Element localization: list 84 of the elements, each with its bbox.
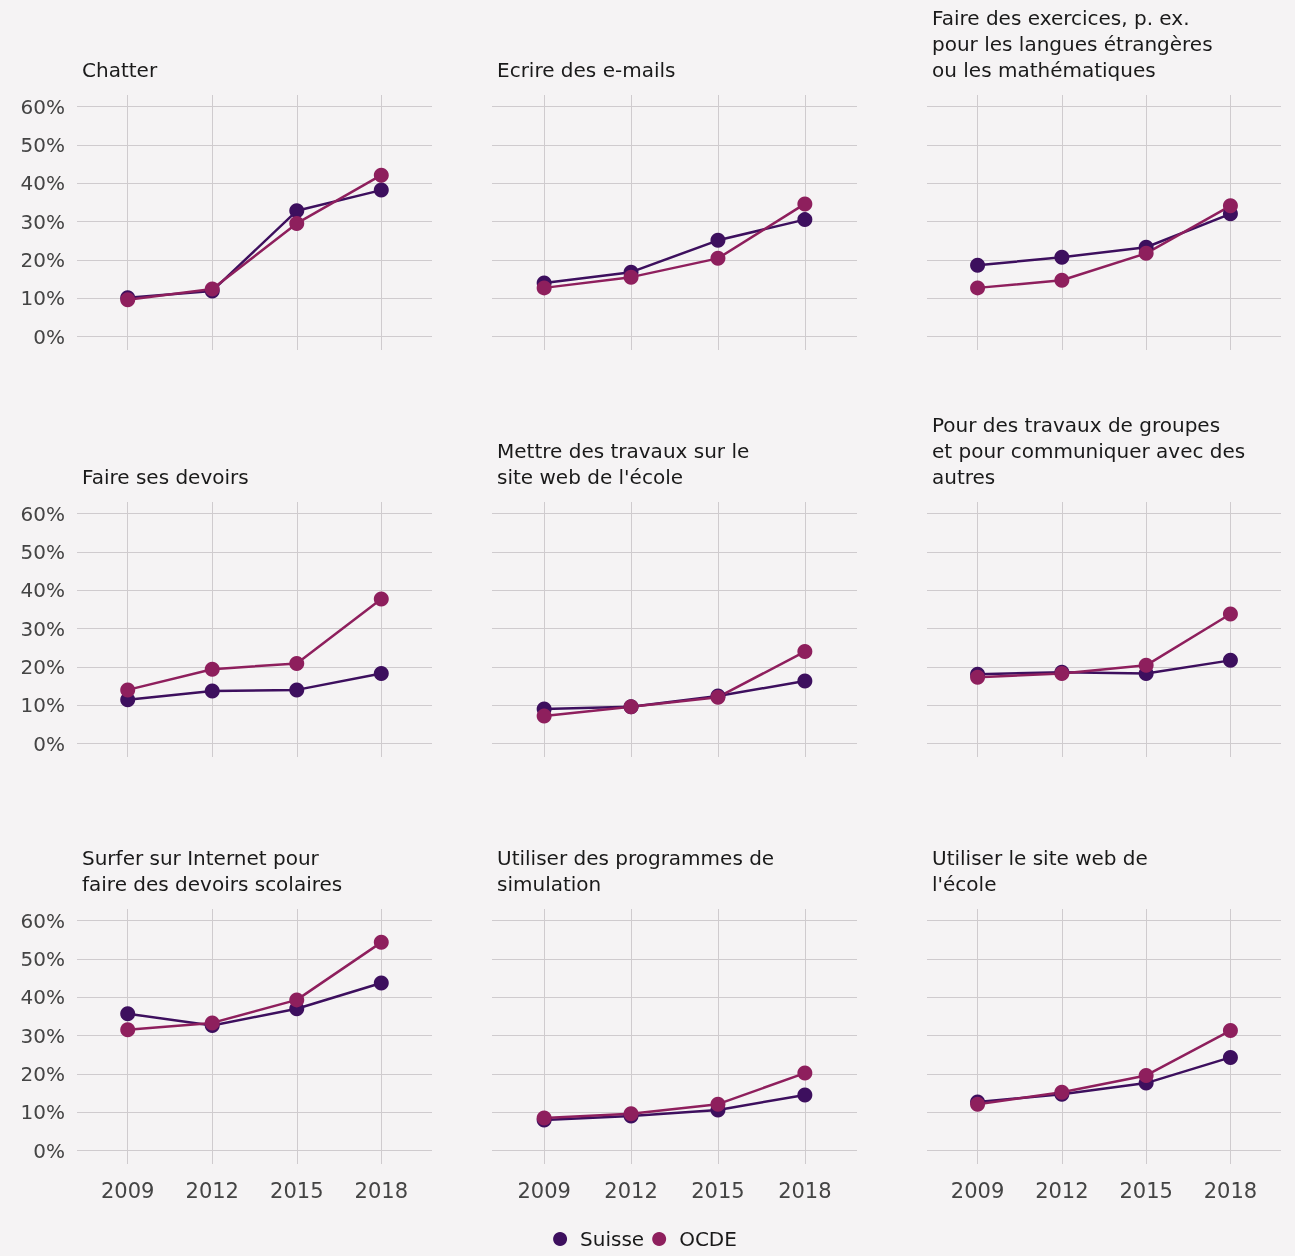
x-tick-label: 2009 — [950, 1178, 1005, 1203]
point — [1222, 606, 1238, 622]
chart-title: Surfer sur Internet pour faire des devoirs scolaires — [82, 846, 343, 896]
chart-title: Pour des travaux de groupes et pour communiquer avec des autres — [932, 413, 1246, 489]
x-tick-label: 2015 — [270, 1178, 324, 1203]
chart-title: Utiliser le site web de l'école — [932, 846, 1148, 896]
point — [120, 1006, 136, 1022]
chart-title: Faire ses devoirs — [82, 465, 249, 489]
point — [289, 203, 305, 219]
y-tick-label: 10% — [20, 1100, 65, 1125]
x-tick-label: 2018 — [778, 1178, 832, 1203]
point — [373, 167, 389, 183]
point — [120, 1022, 136, 1038]
point — [373, 182, 389, 198]
y-tick-label: 40% — [20, 578, 65, 603]
point — [204, 683, 220, 699]
y-tick-label: 40% — [20, 171, 65, 196]
point — [1222, 198, 1238, 214]
point — [797, 1087, 813, 1103]
x-tick-label: 2012 — [185, 1178, 239, 1203]
y-tick-label: 60% — [20, 94, 65, 119]
y-tick-label: 60% — [20, 501, 65, 526]
y-tick-label: 10% — [20, 286, 65, 311]
y-tick-label: 10% — [20, 693, 65, 718]
x-tick-label: 2009 — [100, 1178, 155, 1203]
y-tick-label: 50% — [20, 539, 65, 564]
point — [120, 682, 136, 698]
y-tick-label: 0% — [33, 731, 65, 756]
chart-title: Ecrire des e-mails — [497, 58, 676, 82]
point — [289, 655, 305, 671]
point — [623, 269, 639, 285]
point — [1138, 657, 1154, 673]
point — [1054, 249, 1070, 265]
point — [373, 934, 389, 950]
x-tick-label: 2015 — [691, 1178, 745, 1203]
point — [373, 665, 389, 681]
point — [710, 1096, 726, 1112]
point — [536, 280, 552, 296]
point — [797, 644, 813, 660]
y-tick-label: 60% — [20, 908, 65, 933]
point — [970, 280, 986, 296]
x-tick-label: 2012 — [1035, 1178, 1089, 1203]
y-tick-label: 30% — [20, 1023, 65, 1048]
point — [710, 232, 726, 248]
point — [289, 992, 305, 1008]
chart-title: Chatter — [82, 58, 158, 82]
chart-title: Mettre des travaux sur le site web de l'école — [497, 439, 750, 489]
point — [289, 682, 305, 698]
point — [1222, 1049, 1238, 1065]
x-tick-label: 2018 — [354, 1178, 409, 1203]
chart-title: Faire des exercices, p. ex. pour les langues étrangères ou les mathématiques — [932, 6, 1213, 82]
legend-label: OCDE — [679, 1227, 737, 1251]
y-tick-label: 50% — [20, 946, 65, 971]
point — [373, 591, 389, 607]
y-tick-label: 50% — [20, 132, 65, 157]
y-tick-label: 20% — [20, 247, 65, 272]
x-tick-label: 2012 — [604, 1178, 658, 1203]
y-tick-label: 30% — [20, 209, 65, 234]
x-tick-label: 2018 — [1203, 1178, 1258, 1203]
y-tick-label: 0% — [33, 324, 65, 349]
point — [373, 975, 389, 991]
y-tick-label: 30% — [20, 616, 65, 641]
x-tick-label: 2015 — [1119, 1178, 1173, 1203]
point — [1222, 652, 1238, 668]
point — [1054, 272, 1070, 288]
point — [970, 257, 986, 273]
point — [1138, 1067, 1154, 1083]
point — [797, 196, 813, 212]
y-tick-label: 20% — [20, 1061, 65, 1086]
y-tick-label: 40% — [20, 985, 65, 1010]
point — [204, 661, 220, 677]
point — [1138, 245, 1154, 261]
point — [797, 212, 813, 228]
y-tick-label: 0% — [33, 1138, 65, 1163]
legend-label: Suisse — [580, 1227, 645, 1251]
x-tick-label: 2009 — [517, 1178, 571, 1203]
point — [710, 250, 726, 266]
chart-title: Utiliser des programmes de simulation — [497, 846, 775, 896]
y-tick-label: 20% — [20, 654, 65, 679]
point — [536, 708, 552, 724]
point — [1222, 1023, 1238, 1039]
point — [797, 673, 813, 689]
point — [797, 1065, 813, 1081]
point — [289, 215, 305, 231]
